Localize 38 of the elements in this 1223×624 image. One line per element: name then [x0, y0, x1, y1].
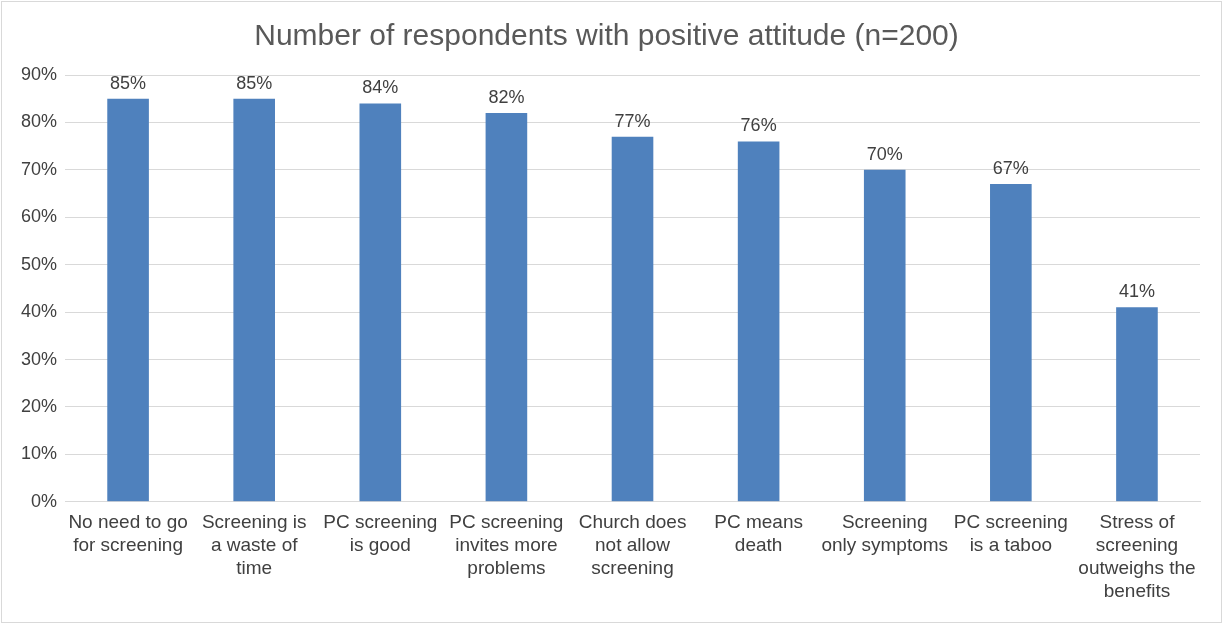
x-tick-label: Screening is a waste of time: [201, 511, 307, 579]
x-tick-label: Stress of screening outweighs the benefits: [1078, 511, 1196, 601]
x-tick-label: PC means death: [714, 511, 803, 556]
bar: [233, 98, 275, 502]
data-label: 41%: [1118, 281, 1155, 302]
bar: [990, 184, 1032, 502]
x-tick-label: Screening only symptoms: [821, 511, 949, 556]
y-tick-label: 0%: [31, 490, 58, 511]
x-tick-label: Church does not allow screening: [578, 511, 687, 579]
data-label: 85%: [110, 72, 147, 93]
bar: [611, 136, 654, 502]
data-label: 85%: [236, 72, 273, 93]
y-tick-label: 70%: [21, 158, 58, 179]
bar: [107, 98, 149, 502]
bar: [485, 112, 528, 502]
data-label: 76%: [740, 115, 777, 136]
x-tick-label: PC screening is a taboo: [953, 511, 1068, 556]
chart-title: Number of respondents with positive attitude (n=200): [254, 18, 959, 52]
y-tick-label: 40%: [21, 301, 58, 322]
y-tick-label: 80%: [21, 111, 58, 132]
bar: [359, 103, 402, 502]
y-tick-label: 20%: [21, 395, 58, 416]
data-label: 82%: [488, 86, 525, 107]
x-tick-label: PC screening invites more problems: [449, 511, 564, 579]
y-tick-label: 90%: [21, 63, 58, 84]
data-label: 70%: [866, 143, 903, 164]
x-tick-label: No need to go for screening: [68, 511, 188, 556]
y-tick-label: 10%: [21, 443, 58, 464]
y-tick-label: 50%: [21, 253, 58, 274]
data-label: 67%: [992, 158, 1029, 179]
bar: [1116, 307, 1158, 502]
x-tick-label: PC screening is good: [323, 511, 438, 556]
y-tick-label: 60%: [21, 206, 58, 227]
bar: [863, 169, 906, 502]
bar: [737, 141, 780, 502]
y-tick-label: 30%: [21, 348, 58, 369]
data-label: 84%: [362, 77, 399, 98]
data-label: 77%: [614, 110, 651, 131]
